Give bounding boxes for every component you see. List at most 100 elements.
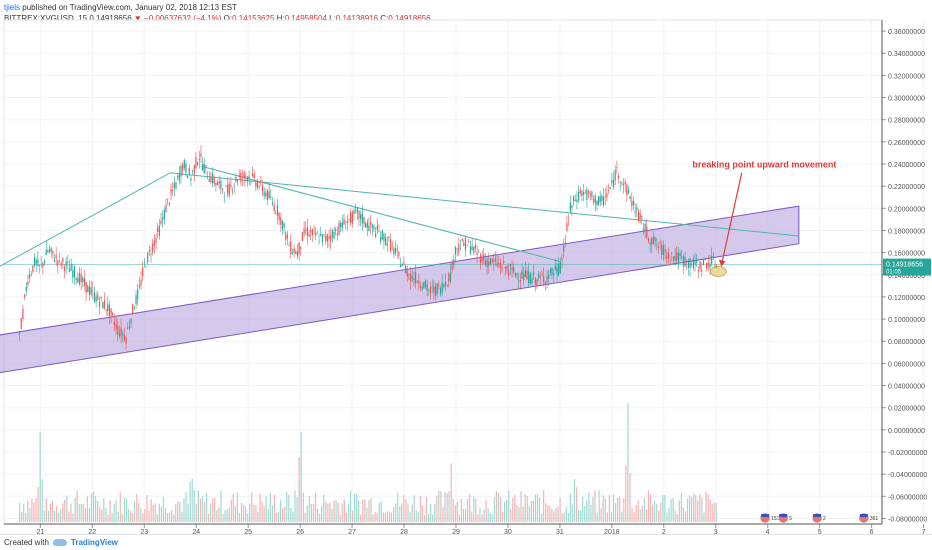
- candle-body: [629, 196, 631, 200]
- volume-bar: [553, 511, 555, 522]
- volume-bar: [62, 503, 64, 522]
- candle-body: [702, 259, 704, 266]
- volume-bar: [156, 514, 158, 522]
- candle-body: [484, 259, 487, 265]
- candle-body: [498, 262, 500, 265]
- candle-body: [50, 247, 52, 252]
- tradingview-cloud-icon: [52, 539, 67, 546]
- volume-bar: [561, 513, 563, 522]
- candle-body: [251, 173, 254, 177]
- candle-body: [691, 265, 693, 267]
- candle-body: [296, 250, 299, 257]
- candle-body: [62, 258, 64, 262]
- candle-body: [185, 163, 187, 174]
- volume-bar: [240, 502, 243, 522]
- volume-bar: [670, 498, 672, 522]
- candle-body: [414, 271, 417, 284]
- candle-body: [606, 193, 608, 198]
- symbol-label[interactable]: BITTREX:XVGUSD, 15: [4, 14, 88, 23]
- candle-body: [70, 264, 72, 271]
- y-tick-label: 0.00000000: [888, 428, 925, 435]
- volume-bar: [631, 507, 633, 522]
- candle-body: [117, 325, 119, 335]
- candle-body: [127, 327, 129, 330]
- volume-bar: [273, 494, 276, 522]
- candle-body: [386, 243, 388, 247]
- volume-bar: [138, 502, 140, 522]
- author-link[interactable]: tjiels: [4, 3, 21, 12]
- candle-body: [353, 210, 355, 214]
- candle-body: [113, 321, 116, 326]
- candle-body: [677, 252, 680, 264]
- volume-bar: [477, 514, 479, 522]
- candle-body: [541, 275, 543, 277]
- candle-body: [153, 240, 155, 246]
- volume-bar: [438, 490, 440, 522]
- volume-bar: [598, 490, 600, 522]
- candle-body: [433, 286, 435, 293]
- volume-bar: [701, 497, 703, 522]
- candle-body: [674, 255, 676, 261]
- candle-body: [639, 212, 641, 219]
- candle-body: [198, 159, 200, 161]
- volume-bar: [76, 490, 78, 522]
- candle-body: [328, 236, 330, 239]
- volume-bar: [173, 514, 175, 522]
- candle-body: [143, 262, 145, 264]
- candle-body: [488, 261, 490, 266]
- candle-body: [108, 305, 111, 317]
- candle-body: [340, 223, 342, 228]
- volume-bar: [236, 492, 239, 522]
- x-tick-label: 2: [662, 529, 666, 534]
- volume-bar: [450, 463, 452, 522]
- price-axis: 0.36000000 0.34000000 0.32000000 0.30000000…: [881, 20, 931, 524]
- candle-body: [571, 205, 573, 208]
- volume-bar: [713, 502, 715, 522]
- y-tick-label: 0.20000000: [888, 206, 925, 213]
- trend-lines: [0, 165, 882, 267]
- candle-body: [536, 279, 538, 286]
- volume-bar: [72, 513, 74, 522]
- candle-body: [52, 250, 54, 254]
- volume-bar: [495, 491, 497, 522]
- volume-bar: [80, 503, 82, 522]
- volume-bar: [637, 500, 639, 522]
- candle-body: [611, 180, 613, 184]
- candle-body: [657, 246, 660, 248]
- volume-bar: [349, 490, 352, 522]
- candle-body: [125, 337, 127, 344]
- volume-bar: [247, 513, 249, 522]
- volume-bar: [347, 504, 350, 522]
- x-tick-label: 23: [140, 529, 148, 534]
- candle-body: [599, 196, 601, 203]
- candle-body: [564, 242, 566, 244]
- volume-bar: [160, 506, 162, 522]
- volume-bar: [109, 500, 111, 522]
- volume-bar: [306, 505, 308, 522]
- volume-bar: [666, 512, 668, 522]
- candle-body: [549, 269, 551, 273]
- candle-body: [233, 185, 235, 186]
- candle-body: [325, 235, 327, 242]
- candle-body: [385, 237, 387, 245]
- price-tag-value: 0.14918656: [886, 262, 923, 269]
- volume-bar: [580, 510, 582, 522]
- candle-body: [707, 262, 709, 266]
- candle-body: [130, 319, 132, 324]
- candle-body: [506, 266, 508, 271]
- volume-bar: [162, 496, 165, 522]
- volume-bar: [703, 512, 705, 522]
- candle-body: [561, 258, 563, 260]
- volume-bar: [654, 500, 656, 522]
- price-chart[interactable]: 0.36000000 0.34000000 0.32000000 0.30000000…: [0, 0, 932, 534]
- volume-bar: [709, 499, 711, 522]
- tradingview-brand[interactable]: TradingView: [70, 538, 118, 547]
- volume-bar: [343, 499, 345, 522]
- volume-bar: [534, 494, 537, 522]
- volume-bar: [39, 431, 41, 522]
- candle-body: [413, 278, 415, 281]
- candle-body: [225, 185, 227, 187]
- volume-bar: [458, 514, 460, 522]
- volume-bar: [565, 506, 567, 522]
- candle-body: [48, 249, 51, 253]
